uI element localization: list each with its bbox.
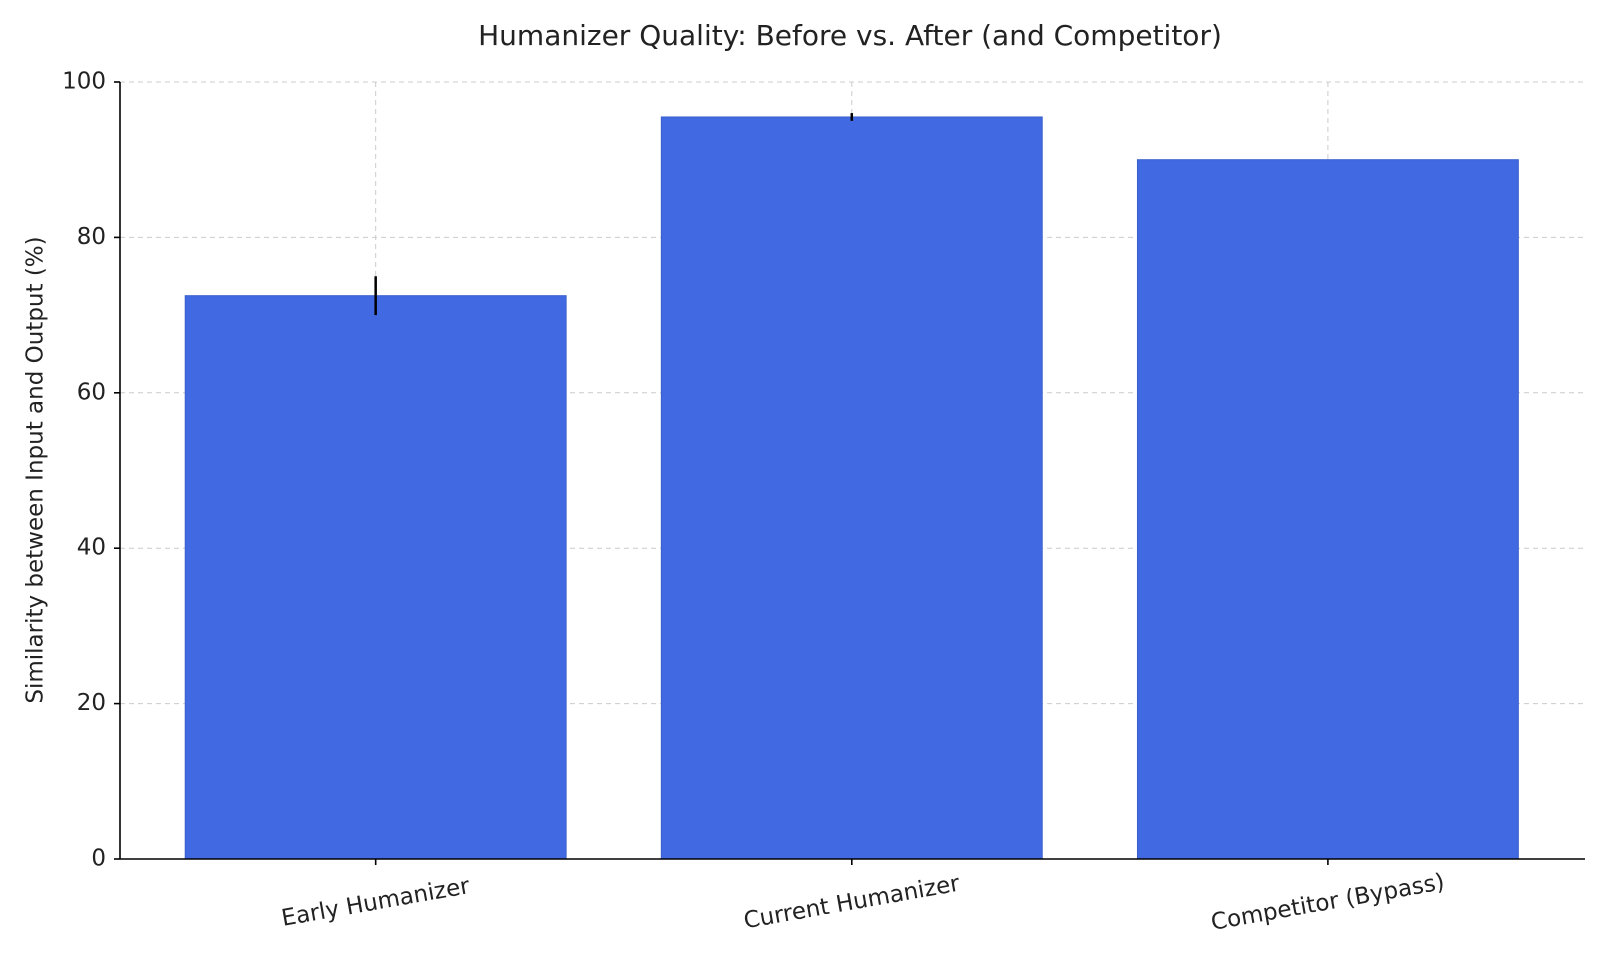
bar (1136, 159, 1519, 860)
x-tick-label: Early Humanizer (280, 873, 473, 932)
y-tick-label: 100 (62, 69, 106, 95)
bar (184, 295, 567, 860)
bar (660, 116, 1043, 860)
y-tick-label: 20 (77, 690, 106, 716)
y-tick-label: 0 (91, 846, 106, 872)
chart-title: Humanizer Quality: Before vs. After (and… (478, 19, 1222, 52)
x-tick-label: Current Humanizer (742, 871, 962, 935)
y-axis-label: Similarity between Input and Output (%) (23, 236, 49, 703)
y-tick-label: 80 (77, 224, 106, 250)
x-tick-label: Competitor (Bypass) (1209, 869, 1446, 936)
y-tick-label: 60 (77, 379, 106, 405)
y-tick-label: 40 (77, 535, 106, 561)
